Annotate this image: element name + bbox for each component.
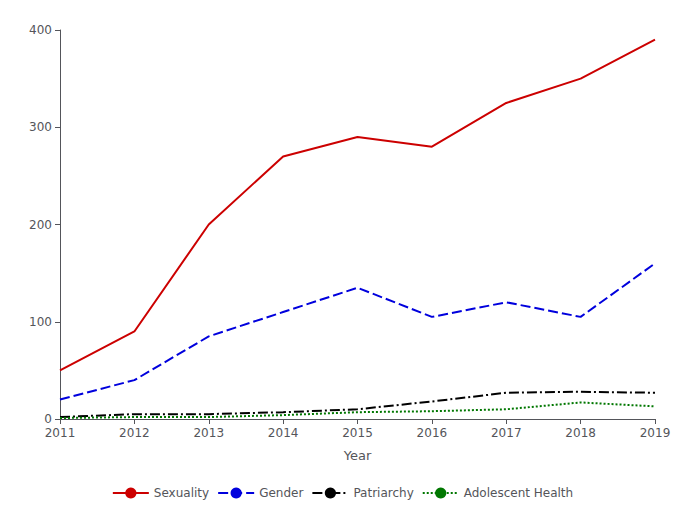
svg-text:2016: 2016 xyxy=(417,426,448,440)
svg-text:Patriarchy: Patriarchy xyxy=(353,486,413,500)
svg-text:0: 0 xyxy=(44,412,52,426)
svg-text:2013: 2013 xyxy=(193,426,224,440)
svg-text:400: 400 xyxy=(29,23,52,37)
svg-text:2015: 2015 xyxy=(342,426,373,440)
svg-text:2011: 2011 xyxy=(45,426,76,440)
svg-text:Gender: Gender xyxy=(259,486,303,500)
svg-text:2012: 2012 xyxy=(119,426,150,440)
svg-text:300: 300 xyxy=(29,120,52,134)
svg-text:2017: 2017 xyxy=(491,426,522,440)
svg-text:100: 100 xyxy=(29,315,52,329)
svg-text:Year: Year xyxy=(343,448,372,463)
svg-text:Sexuality: Sexuality xyxy=(154,486,209,500)
svg-text:Adolescent Health: Adolescent Health xyxy=(464,486,573,500)
svg-text:2018: 2018 xyxy=(565,426,596,440)
svg-text:2014: 2014 xyxy=(268,426,299,440)
svg-text:200: 200 xyxy=(29,218,52,232)
svg-text:2019: 2019 xyxy=(640,426,671,440)
